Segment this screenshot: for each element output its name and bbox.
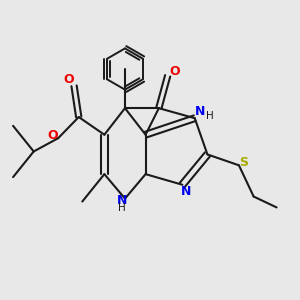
Text: O: O [170,65,180,78]
Text: H: H [206,111,214,121]
Text: N: N [195,105,205,118]
Text: O: O [63,73,74,86]
Text: N: N [117,194,127,207]
Text: N: N [181,185,191,198]
Text: O: O [47,129,58,142]
Text: S: S [239,157,248,169]
Text: H: H [118,203,126,213]
